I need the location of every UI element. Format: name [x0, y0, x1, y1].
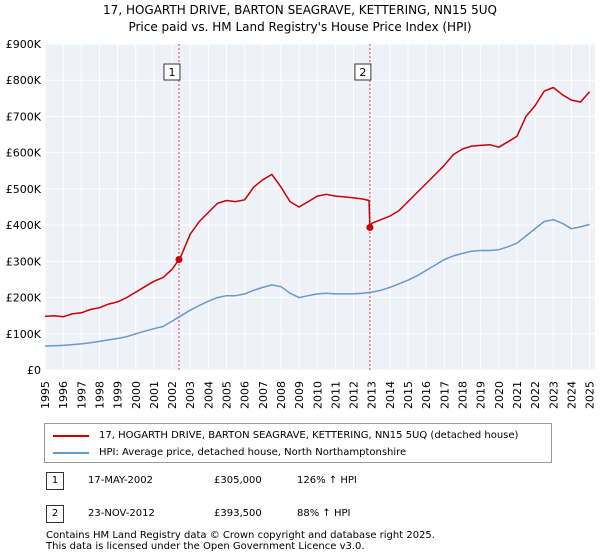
- x-tick-label: 2001: [148, 381, 161, 409]
- annotation-label: 1: [168, 66, 175, 79]
- x-tick-label: 2023: [547, 381, 560, 409]
- x-tick-label: 1996: [57, 381, 70, 409]
- x-tick-label: 2011: [329, 381, 342, 409]
- plot-area: [45, 44, 595, 370]
- x-tick-label: 2006: [239, 381, 252, 409]
- y-tick-label: £500K: [6, 183, 42, 196]
- sale-number: 1: [46, 472, 64, 490]
- x-tick-label: 2005: [221, 381, 234, 409]
- y-axis-ticks: £0 £100K £200K £300K £400K £500K £600K £700K £80…: [6, 38, 42, 377]
- legend-hpi-label: HPI: Average price, detached house, Nort…: [99, 447, 407, 458]
- y-tick-label: £0: [27, 364, 41, 377]
- x-tick-label: 2000: [130, 381, 143, 409]
- x-tick-label: 2012: [348, 381, 361, 409]
- annotation-box: [163, 63, 181, 81]
- x-tick-label: 2017: [438, 381, 451, 409]
- x-tick-label: 1999: [112, 381, 125, 409]
- x-tick-label: 2025: [584, 381, 597, 409]
- chart-title: 17, HOGARTH DRIVE, BARTON SEAGRAVE, KETT…: [103, 3, 497, 17]
- footer: Contains HM Land Registry data © Crown c…: [46, 530, 435, 552]
- sale-row: 1 17-MAY-2002 £305,000 126% ↑ HPI: [40, 472, 440, 492]
- chart-subtitle: Price paid vs. HM Land Registry's House …: [128, 20, 471, 34]
- y-tick-label: £700K: [6, 110, 42, 123]
- annotation-box: [354, 63, 372, 81]
- x-axis-ticks: 1995 1996 1997 1998 1999 2000 2001 2002 2003 2004…: [39, 381, 597, 409]
- sale-date: 23-NOV-2012: [88, 508, 155, 519]
- y-tick-label: £400K: [6, 219, 42, 232]
- y-tick-label: £900K: [6, 38, 42, 51]
- x-tick-label: 2002: [166, 381, 179, 409]
- x-tick-label: 2015: [402, 381, 415, 409]
- series-lines: [44, 86, 591, 347]
- annotation-label: 2: [359, 66, 366, 79]
- y-tick-label: £100K: [6, 328, 42, 341]
- x-tick-label: 2021: [511, 381, 524, 409]
- x-tick-label: 2019: [475, 381, 488, 409]
- x-tick-label: 1995: [39, 381, 52, 409]
- y-tick-label: £200K: [6, 292, 42, 305]
- x-tick-label: 2020: [493, 381, 506, 409]
- y-tick-label: £600K: [6, 147, 42, 160]
- legend-hpi-swatch: [53, 451, 89, 454]
- price-chart: 17, HOGARTH DRIVE, BARTON SEAGRAVE, KETT…: [6, 3, 597, 409]
- sale-row: 2 23-NOV-2012 £393,500 88% ↑ HPI: [40, 505, 440, 525]
- x-tick-label: 2014: [384, 381, 397, 409]
- x-tick-label: 1998: [93, 381, 106, 409]
- sale-hpi: 126% ↑ HPI: [297, 475, 357, 486]
- x-tick-label: 2016: [420, 381, 433, 409]
- sale-point: [366, 223, 374, 231]
- x-tick-label: 2010: [311, 381, 324, 409]
- series-line: [44, 218, 590, 347]
- sale-point: [175, 256, 183, 264]
- legend: 17, HOGARTH DRIVE, BARTON SEAGRAVE, KETT…: [44, 423, 552, 463]
- sale-number: 2: [46, 505, 64, 523]
- x-tick-label: 2008: [275, 381, 288, 409]
- sale-date: 17-MAY-2002: [88, 475, 154, 486]
- legend-property-swatch: [53, 434, 89, 437]
- sale-points: [175, 223, 374, 264]
- sale-hpi: 88% ↑ HPI: [297, 508, 351, 519]
- x-tick-label: 2024: [565, 381, 578, 409]
- legend-property: 17, HOGARTH DRIVE, BARTON SEAGRAVE, KETT…: [53, 430, 518, 441]
- y-tick-label: £800K: [6, 74, 42, 87]
- x-tick-label: 1997: [75, 381, 88, 409]
- x-tick-label: 2022: [529, 381, 542, 409]
- series-line: [44, 86, 591, 318]
- x-tick-label: 2007: [257, 381, 270, 409]
- x-tick-label: 2004: [202, 381, 215, 409]
- legend-property-label: 17, HOGARTH DRIVE, BARTON SEAGRAVE, KETT…: [99, 430, 519, 441]
- x-tick-label: 2009: [293, 381, 306, 409]
- footer-line-1: Contains HM Land Registry data © Crown c…: [46, 530, 435, 541]
- footer-line-2: This data is licensed under the Open Gov…: [46, 541, 365, 552]
- x-tick-label: 2013: [366, 381, 379, 409]
- x-tick-label: 2003: [184, 381, 197, 409]
- x-tick-label: 2018: [456, 381, 469, 409]
- legend-hpi: HPI: Average price, detached house, Nort…: [53, 447, 406, 458]
- sale-price: £393,500: [214, 508, 262, 519]
- y-tick-label: £300K: [6, 255, 42, 268]
- sale-price: £305,000: [214, 475, 262, 486]
